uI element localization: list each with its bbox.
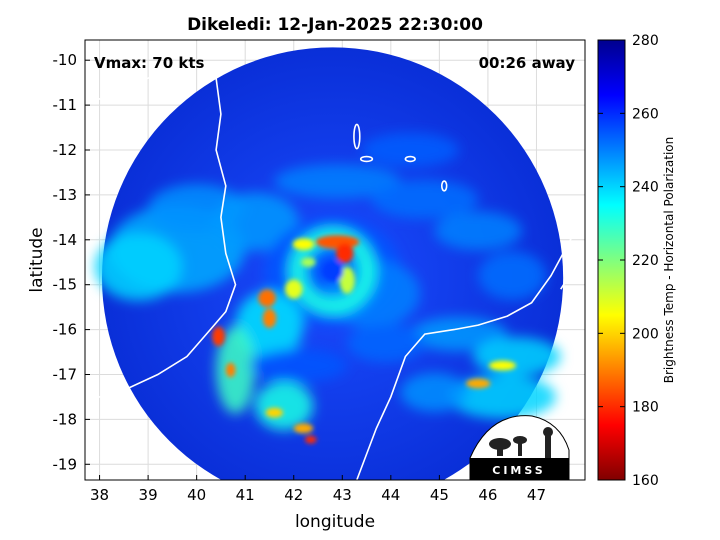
y-tick-label: -10 [53,51,78,69]
convective-core [292,238,315,251]
y-tick-label: -16 [53,321,78,339]
y-tick-label: -14 [53,231,78,249]
rainband [371,179,479,219]
rainband [254,381,314,431]
x-tick-label: 40 [187,486,206,504]
x-tick-label: 38 [90,486,109,504]
plot-frame [84,39,586,481]
colorbar-tick-label: 220 [632,253,659,269]
y-tick-label: -19 [53,455,78,473]
convective-core [265,407,284,418]
y-tick-label: -18 [53,410,78,428]
x-tick-label: 42 [284,486,303,504]
rainband [347,323,425,363]
convective-core [466,378,491,389]
convective-core [335,243,354,263]
convective-core [339,266,355,294]
coastline [356,212,585,480]
cimss-logo: CIMSS [469,415,570,481]
colorbar-label: Brightness Temp - Horizontal Polarizatio… [662,137,676,384]
rainband [274,164,401,199]
rainband [250,348,348,383]
convective-core [285,279,303,299]
colorbar-tick-label: 180 [632,400,659,416]
logo-text: CIMSS [492,464,545,477]
x-tick-label: 45 [430,486,449,504]
convective-core [225,362,236,378]
colorbar-tick-label: 280 [632,33,659,49]
island-outline [359,155,374,163]
convective-core [488,360,517,371]
convective-core [293,423,314,434]
island-outline [353,123,361,150]
colorbar: 160 180 200 220 240 260 280 Brightness Temp - … [597,33,676,489]
x-tick-label: 39 [139,486,158,504]
rainband [410,317,508,352]
colorbar-tick-label: 240 [632,180,659,196]
convective-core [258,289,276,307]
rainband [361,133,459,167]
island-outline [404,155,416,163]
x-tick-label: 44 [381,486,400,504]
convective-core [212,326,225,347]
convective-core [304,435,317,444]
rainband [94,232,183,301]
y-axis-label: latitude [27,227,47,292]
x-axis-label: longitude [295,512,375,532]
convective-cores [212,235,517,444]
chart-title: Dikeledi: 12-Jan-2025 22:30:00 [187,15,483,35]
y-tick-label: -15 [53,276,78,294]
y-tick-label: -12 [53,141,78,159]
x-tick-label: 41 [236,486,255,504]
island-outline [440,180,448,192]
rainband [400,373,469,412]
convective-core [315,235,360,249]
rainband [434,211,522,251]
colorbar-tick-label: 200 [632,326,659,342]
x-tick-label: 43 [333,486,352,504]
colorbar-ticks: 160 180 200 220 240 260 280 [598,33,659,489]
x-tick-label: 47 [527,486,546,504]
time-away-annotation: 00:26 away [479,54,576,72]
colorbar-tick-label: 160 [632,473,659,489]
convective-core [301,257,316,268]
rainband [473,337,561,376]
colorbar-tick-label: 260 [632,106,659,122]
y-tick-label: -11 [53,96,78,114]
coastline [85,63,237,403]
x-tick-label: 46 [478,486,497,504]
rainband [211,192,299,251]
rainband [478,251,547,300]
brightness-temp-swath [85,47,585,480]
coastlines [85,63,585,480]
convective-core [262,308,277,329]
rainband [216,326,255,414]
storm-eye [321,260,344,282]
vmax-annotation: Vmax: 70 kts [94,54,204,72]
coastline [560,252,585,290]
y-tick-label: -13 [53,186,78,204]
x-axis-ticks: 38 39 40 41 42 43 44 45 46 47 [90,475,546,504]
y-axis-ticks: -10 -11 -12 -13 -14 -15 -16 -17 -18 -19 [53,51,90,473]
y-tick-label: -17 [53,365,78,383]
